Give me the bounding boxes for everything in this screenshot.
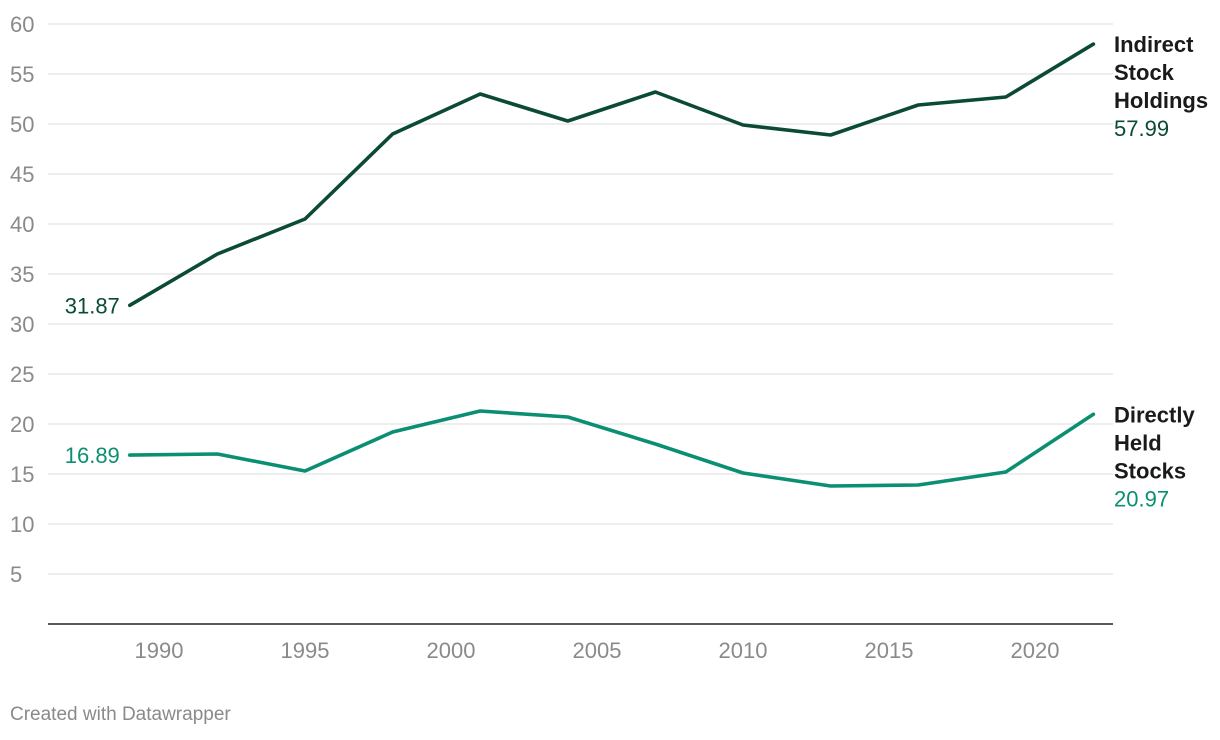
series-start-value: 16.89 <box>65 443 120 468</box>
y-tick-label: 20 <box>10 412 34 437</box>
series-name-label: Stocks <box>1114 458 1186 483</box>
y-tick-label: 5 <box>10 562 22 587</box>
gridlines <box>48 23 1113 575</box>
series-line-2 <box>128 409 1096 488</box>
series-name-label: Held <box>1114 430 1162 455</box>
series-name-label: Stock <box>1114 60 1175 85</box>
series-labels: 31.87 Indirect Stock Holdings 57.99 16.89 Dire… <box>65 32 1208 511</box>
y-tick-label: 35 <box>10 262 34 287</box>
y-tick-label: 50 <box>10 112 34 137</box>
series-lines <box>128 42 1096 488</box>
y-tick-label: 10 <box>10 512 34 537</box>
x-tick-label: 2020 <box>1011 638 1060 663</box>
x-tick-label: 1995 <box>281 638 330 663</box>
series-start-value: 31.87 <box>65 293 120 318</box>
series-name-label: Directly <box>1114 402 1195 427</box>
x-tick-label: 2005 <box>573 638 622 663</box>
y-tick-label: 55 <box>10 62 34 87</box>
y-tick-label: 40 <box>10 212 34 237</box>
x-tick-label: 1990 <box>135 638 184 663</box>
y-axis-ticks: 5 10 15 20 25 30 35 40 45 50 55 60 <box>10 12 34 587</box>
series-end-value: 57.99 <box>1114 116 1169 141</box>
x-tick-label: 2010 <box>719 638 768 663</box>
footer-credit: Created with Datawrapper <box>10 704 231 725</box>
series-name-label: Holdings <box>1114 88 1208 113</box>
series-end-value: 20.97 <box>1114 486 1169 511</box>
series-line-1 <box>128 42 1096 308</box>
y-tick-label: 25 <box>10 362 34 387</box>
x-tick-label: 2000 <box>427 638 476 663</box>
y-tick-label: 15 <box>10 462 34 487</box>
series-name-label: Indirect <box>1114 32 1194 57</box>
line-chart: 5 10 15 20 25 30 35 40 45 50 55 60 1990 1995 2000 2005… <box>10 12 1208 663</box>
y-tick-label: 30 <box>10 312 34 337</box>
x-axis-ticks: 1990 1995 2000 2005 2010 2015 2020 <box>135 638 1060 663</box>
x-tick-label: 2015 <box>865 638 914 663</box>
y-tick-label: 45 <box>10 162 34 187</box>
y-tick-label: 60 <box>10 12 34 37</box>
